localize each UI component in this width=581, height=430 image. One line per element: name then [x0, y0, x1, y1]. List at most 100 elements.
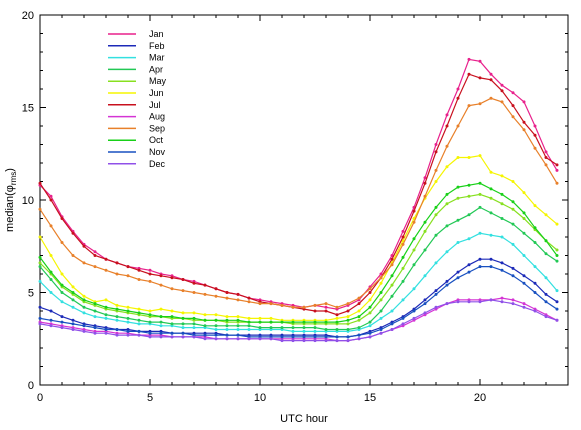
data-point — [423, 181, 427, 185]
data-point — [170, 309, 174, 313]
legend-label: Feb — [149, 41, 165, 51]
data-point — [38, 235, 42, 239]
series-line — [39, 232, 558, 332]
data-point — [159, 335, 163, 339]
data-point — [434, 205, 438, 209]
data-point — [38, 305, 42, 309]
data-point — [445, 224, 449, 228]
data-point — [368, 335, 372, 339]
legend-label: Aug — [149, 112, 165, 122]
data-point — [269, 337, 273, 341]
data-point — [159, 283, 163, 287]
data-point — [456, 241, 460, 244]
data-point — [115, 272, 119, 276]
data-point — [104, 328, 108, 331]
data-point — [412, 209, 416, 213]
series-line — [39, 266, 558, 338]
data-point — [269, 320, 273, 324]
data-point — [489, 78, 493, 82]
data-point — [357, 315, 361, 319]
data-point — [126, 265, 130, 269]
data-point — [522, 305, 526, 309]
data-point — [104, 257, 108, 261]
data-point — [544, 163, 548, 167]
data-point — [93, 331, 97, 335]
data-point — [49, 270, 53, 274]
data-point — [225, 318, 229, 322]
series-nov — [38, 265, 559, 339]
data-point — [60, 291, 64, 294]
data-point — [71, 318, 75, 322]
legend-label: Jul — [149, 100, 161, 110]
data-point — [313, 335, 317, 339]
data-point — [500, 261, 504, 265]
data-point — [170, 276, 174, 280]
data-point — [401, 279, 405, 283]
data-point — [500, 296, 504, 300]
data-point — [324, 328, 328, 331]
data-point — [126, 274, 130, 278]
data-point — [335, 313, 339, 317]
data-point — [357, 296, 361, 300]
data-point — [71, 298, 75, 302]
data-point — [247, 300, 251, 304]
data-point — [280, 339, 284, 343]
data-point — [82, 298, 86, 302]
data-point — [500, 300, 504, 304]
data-point — [511, 91, 515, 95]
data-point — [93, 254, 97, 257]
data-point — [511, 115, 515, 119]
data-point — [390, 257, 394, 261]
data-point — [467, 270, 471, 274]
data-point — [401, 322, 405, 326]
series-mar — [38, 231, 559, 333]
data-point — [115, 328, 119, 331]
data-point — [489, 233, 493, 237]
data-point — [203, 292, 207, 296]
data-point — [445, 302, 449, 306]
data-point — [335, 328, 339, 331]
data-point — [390, 328, 394, 331]
data-point — [137, 322, 141, 326]
data-point — [214, 337, 218, 341]
y-axis-title: median(φrms) — [4, 168, 18, 232]
data-point — [159, 315, 163, 319]
data-point — [489, 257, 493, 261]
data-point — [434, 261, 438, 265]
data-point — [412, 309, 416, 313]
data-point — [555, 163, 559, 167]
series-line — [39, 73, 558, 316]
data-point — [192, 291, 196, 294]
data-point — [225, 337, 229, 341]
data-point — [181, 331, 185, 335]
data-point — [533, 291, 537, 294]
data-point — [247, 324, 251, 328]
data-point — [368, 331, 372, 335]
data-point — [247, 320, 251, 324]
data-point — [434, 180, 438, 183]
data-point — [137, 278, 141, 281]
series-oct — [38, 181, 559, 324]
data-point — [291, 326, 295, 330]
data-point — [324, 335, 328, 339]
data-point — [555, 248, 559, 252]
data-point — [192, 281, 196, 285]
data-point — [159, 324, 163, 328]
data-point — [434, 305, 438, 309]
data-point — [346, 335, 350, 339]
data-point — [544, 213, 548, 217]
data-point — [71, 322, 75, 326]
data-point — [148, 268, 152, 272]
data-point — [544, 292, 548, 296]
series-line — [39, 154, 558, 321]
data-point — [533, 146, 537, 150]
data-point — [434, 292, 438, 296]
data-point — [445, 192, 449, 196]
data-point — [203, 333, 207, 337]
data-point — [434, 289, 438, 293]
data-point — [280, 320, 284, 324]
data-point — [71, 285, 75, 289]
data-point — [181, 289, 185, 293]
data-point — [379, 291, 383, 294]
data-point — [456, 218, 460, 222]
